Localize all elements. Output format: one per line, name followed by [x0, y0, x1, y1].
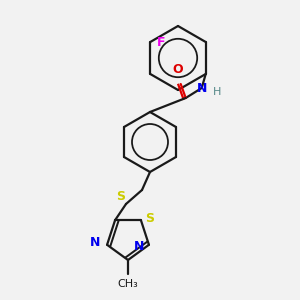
Text: N: N [196, 82, 207, 94]
Text: CH₃: CH₃ [118, 279, 138, 289]
Text: O: O [172, 63, 183, 76]
Text: S: S [116, 190, 125, 203]
Text: S: S [145, 212, 154, 225]
Text: H: H [213, 87, 221, 97]
Text: F: F [157, 35, 166, 49]
Text: N: N [90, 236, 100, 249]
Text: N: N [134, 240, 144, 253]
